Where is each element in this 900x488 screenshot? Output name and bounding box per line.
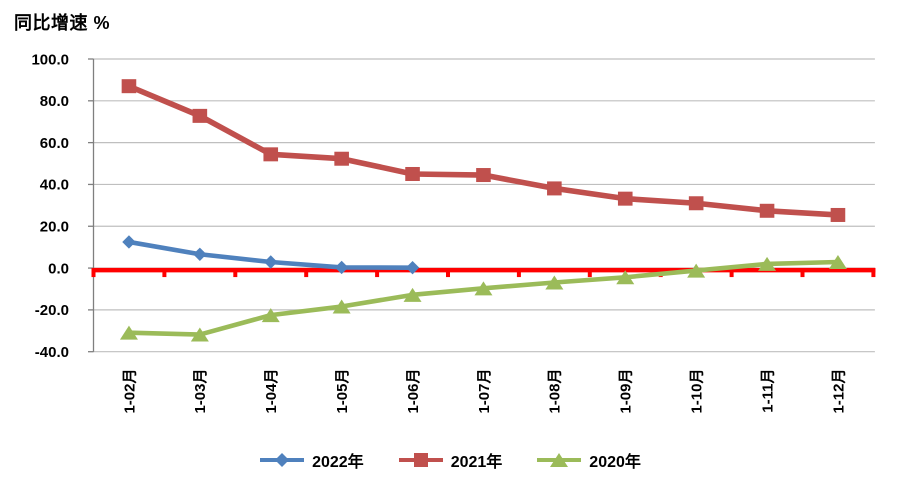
data-marker-square bbox=[263, 147, 279, 162]
data-marker-triangle bbox=[545, 275, 564, 290]
data-marker-square bbox=[547, 181, 562, 196]
legend: 2022年 2021年 2020年 bbox=[0, 446, 900, 474]
data-marker-triangle bbox=[828, 255, 847, 270]
data-marker-diamond bbox=[264, 255, 278, 269]
legend-item-2022: 2022年 bbox=[259, 448, 364, 472]
x-tick-label: 1-09月 bbox=[618, 369, 635, 414]
data-marker-square bbox=[405, 166, 420, 181]
legend-triangle-marker-icon bbox=[550, 453, 569, 467]
y-tick-label: -40.0 bbox=[35, 344, 69, 361]
x-tick-label: 1-12月 bbox=[830, 369, 847, 414]
data-marker-triangle bbox=[474, 281, 493, 296]
legend-label-2020: 2020年 bbox=[589, 454, 641, 471]
legend-label-2021: 2021年 bbox=[450, 454, 503, 471]
data-marker-square bbox=[617, 191, 633, 206]
series-line-2021年 bbox=[127, 83, 839, 218]
data-marker-square bbox=[476, 168, 491, 183]
y-tick-label: -20.0 bbox=[35, 302, 69, 319]
data-marker-square bbox=[121, 79, 137, 94]
y-tick-label: 40.0 bbox=[40, 177, 69, 194]
legend-swatch-2022 bbox=[260, 453, 305, 467]
data-marker-diamond bbox=[193, 247, 207, 261]
data-marker-diamond bbox=[334, 260, 349, 275]
x-tick-label: 1-06月 bbox=[405, 369, 422, 414]
data-marker-diamond bbox=[122, 235, 136, 249]
data-marker-diamond bbox=[405, 260, 420, 275]
y-tick-label: 20.0 bbox=[40, 219, 69, 236]
legend-diamond-marker-icon bbox=[275, 453, 290, 467]
x-tick-label: 1-10月 bbox=[688, 369, 705, 414]
legend-swatch-2021 bbox=[398, 453, 443, 467]
legend-label-2022: 2022年 bbox=[312, 454, 364, 471]
data-marker-square bbox=[688, 196, 704, 211]
x-tick-label: 1-07月 bbox=[476, 369, 493, 414]
x-tick-label: 1-11月 bbox=[759, 369, 776, 413]
legend-item-2020: 2020年 bbox=[536, 448, 641, 472]
data-marker-triangle bbox=[687, 263, 706, 278]
x-tick-label: 1-05月 bbox=[334, 369, 351, 414]
data-marker-triangle bbox=[261, 308, 280, 323]
x-tick-label: 1-03月 bbox=[192, 369, 209, 414]
x-tick-label: 1-02月 bbox=[121, 369, 138, 414]
y-tick-label: 0.0 bbox=[48, 260, 69, 277]
data-marker-square bbox=[759, 203, 775, 218]
data-marker-triangle bbox=[403, 287, 422, 302]
plot-svg: 100.0 80.0 60.0 40.0 20.0 0.0 -20.0 -40.0 1-02月 1… bbox=[31, 51, 876, 414]
legend-square-marker-icon bbox=[413, 453, 428, 467]
y-tick-label: 80.0 bbox=[40, 93, 69, 110]
y-tick-label: 60.0 bbox=[40, 135, 69, 152]
data-marker-triangle bbox=[758, 256, 777, 271]
y-tick-label: 100.0 bbox=[31, 51, 69, 68]
x-tick-label: 1-04月 bbox=[263, 369, 280, 414]
data-marker-square bbox=[334, 151, 349, 166]
data-marker-triangle bbox=[190, 327, 209, 342]
legend-item-2021: 2021年 bbox=[398, 448, 503, 472]
data-marker-triangle bbox=[616, 270, 635, 285]
data-marker-square bbox=[830, 207, 846, 222]
data-marker-square bbox=[192, 108, 208, 123]
legend-swatch-2020 bbox=[537, 453, 582, 467]
data-marker-triangle bbox=[332, 299, 351, 314]
x-tick-label: 1-08月 bbox=[547, 369, 564, 414]
chart-title: 同比增速 % bbox=[14, 13, 111, 33]
data-marker-triangle bbox=[119, 325, 138, 340]
